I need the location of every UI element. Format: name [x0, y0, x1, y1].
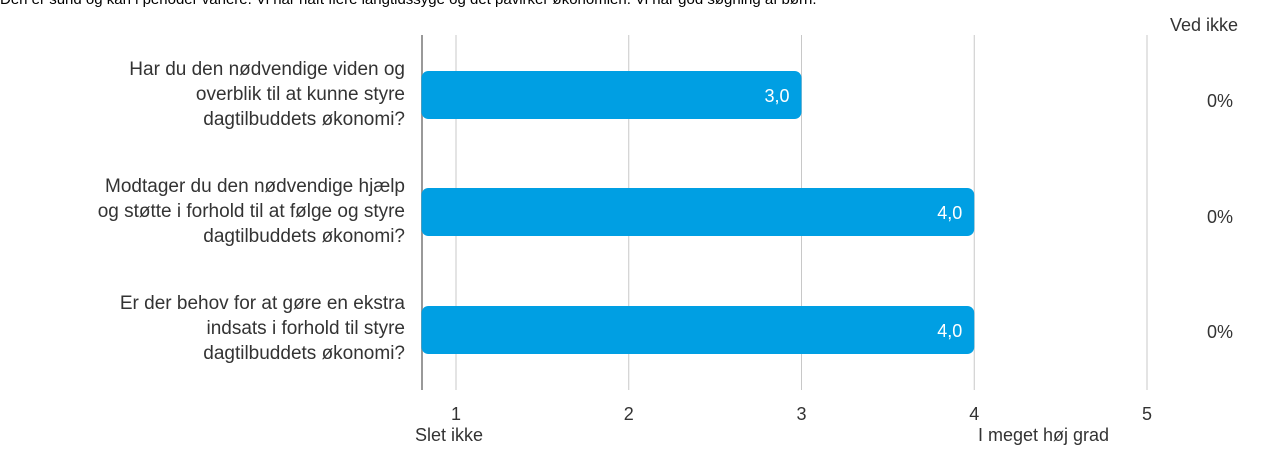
- bar-value-label-2: 4,0: [937, 203, 962, 223]
- question-2-line-1: Modtager du den nødvendige hjælp: [105, 176, 405, 197]
- bar-1: [421, 71, 802, 119]
- ved-ikke-header: Ved ikke: [1170, 15, 1239, 35]
- question-3: Er der behov for at gøre en ekstra indsa…: [0, 291, 405, 366]
- bar-value-label-3: 4,0: [937, 321, 962, 341]
- question-2-line-3: dagtilbuddets økonomi?: [203, 226, 405, 247]
- scale-high-label: I meget høj grad: [978, 425, 1110, 445]
- ved-ikke-value-2: 0%: [1206, 207, 1233, 227]
- ved-ikke-value-1: 0%: [1206, 91, 1233, 111]
- scale-low-label: Slet ikke: [415, 425, 484, 445]
- question-2: Modtager du den nødvendige hjælp og støt…: [0, 174, 405, 249]
- ved-ikke-value-3: 0%: [1206, 322, 1233, 342]
- question-3-line-3: dagtilbuddets økonomi?: [203, 343, 405, 364]
- x-tick-label-1: 1: [451, 404, 461, 424]
- question-1-line-3: dagtilbuddets økonomi?: [203, 109, 405, 130]
- question-3-line-2: indsats i forhold til styre: [206, 318, 405, 339]
- question-2-line-2: og støtte i forhold til at følge og styr…: [97, 201, 405, 222]
- bar-2: [421, 188, 975, 236]
- question-3-line-1: Er der behov for at gøre en ekstra: [119, 293, 405, 314]
- top-note: Den er sund og kan i perioder variere. V…: [0, 0, 1265, 8]
- x-tick-label-2: 2: [624, 404, 634, 424]
- question-1: Har du den nødvendige viden og overblik …: [0, 57, 405, 132]
- question-1-line-2: overblik til at kunne styre: [195, 84, 405, 105]
- bar-3: [421, 306, 975, 354]
- x-tick-label-5: 5: [1142, 404, 1152, 424]
- x-tick-label-4: 4: [969, 404, 979, 424]
- x-tick-label-3: 3: [796, 404, 806, 424]
- bar-value-label-1: 3,0: [764, 86, 789, 106]
- question-1-line-1: Har du den nødvendige viden og: [129, 59, 405, 80]
